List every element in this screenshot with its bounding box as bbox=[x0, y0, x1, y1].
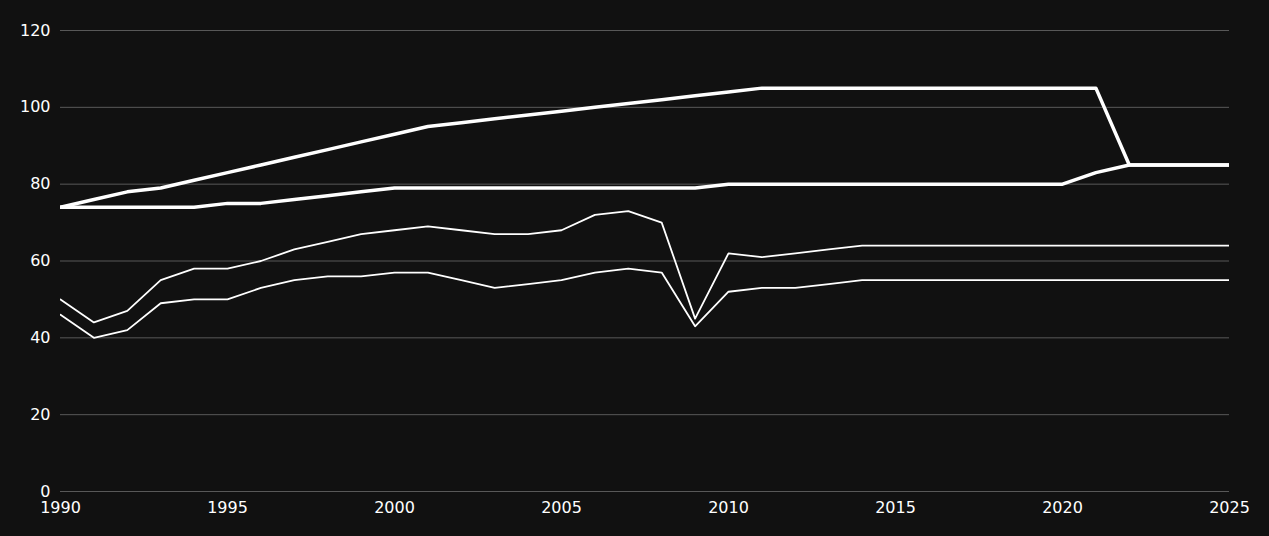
svg-text:20: 20 bbox=[30, 405, 50, 424]
svg-text:100: 100 bbox=[20, 97, 51, 116]
svg-text:40: 40 bbox=[30, 328, 50, 347]
svg-text:2010: 2010 bbox=[708, 498, 749, 517]
svg-text:120: 120 bbox=[20, 21, 51, 40]
svg-text:2005: 2005 bbox=[541, 498, 582, 517]
svg-text:1995: 1995 bbox=[207, 498, 248, 517]
svg-text:2025: 2025 bbox=[1209, 498, 1250, 517]
svg-text:80: 80 bbox=[30, 174, 50, 193]
svg-text:2015: 2015 bbox=[875, 498, 916, 517]
svg-text:60: 60 bbox=[30, 251, 50, 270]
svg-text:2000: 2000 bbox=[374, 498, 415, 517]
svg-text:1990: 1990 bbox=[40, 498, 81, 517]
svg-text:0: 0 bbox=[40, 481, 51, 501]
svg-text:2020: 2020 bbox=[1042, 498, 1083, 517]
